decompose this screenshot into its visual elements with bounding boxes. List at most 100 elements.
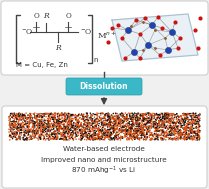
Point bbox=[158, 124, 161, 127]
Point bbox=[142, 132, 145, 135]
Point bbox=[180, 125, 183, 128]
Point bbox=[45, 137, 48, 140]
Point bbox=[112, 131, 116, 134]
Point bbox=[13, 113, 16, 116]
Point bbox=[10, 131, 14, 134]
Point bbox=[187, 133, 191, 136]
Point bbox=[13, 126, 16, 129]
Point bbox=[190, 125, 194, 128]
Point bbox=[121, 135, 124, 138]
Point bbox=[113, 137, 116, 140]
Point bbox=[21, 115, 24, 118]
Point bbox=[190, 123, 194, 126]
Point bbox=[66, 133, 70, 136]
Point bbox=[114, 119, 118, 122]
Point bbox=[137, 118, 141, 121]
Point bbox=[20, 127, 23, 130]
Point bbox=[196, 139, 199, 142]
Point bbox=[193, 121, 196, 124]
Point bbox=[45, 112, 48, 115]
Point bbox=[48, 135, 51, 138]
Point bbox=[82, 115, 85, 119]
Point bbox=[70, 124, 74, 127]
Point bbox=[128, 114, 131, 117]
Point bbox=[17, 120, 20, 123]
Point bbox=[80, 132, 84, 135]
Point bbox=[102, 132, 105, 135]
Point bbox=[19, 116, 23, 119]
Point bbox=[71, 126, 74, 129]
Point bbox=[149, 119, 152, 122]
Point bbox=[116, 115, 119, 118]
Point bbox=[87, 119, 90, 122]
Point bbox=[195, 123, 199, 126]
Point bbox=[131, 115, 135, 119]
Point bbox=[37, 138, 40, 141]
Point bbox=[130, 130, 133, 133]
Point bbox=[161, 122, 165, 125]
Point bbox=[195, 132, 198, 136]
Point bbox=[155, 129, 158, 132]
Point bbox=[126, 133, 130, 136]
Point bbox=[117, 133, 120, 136]
Point bbox=[187, 127, 191, 130]
Point bbox=[91, 119, 94, 122]
Point bbox=[63, 114, 66, 117]
Point bbox=[26, 129, 29, 132]
Point bbox=[196, 136, 199, 139]
Point bbox=[19, 133, 23, 136]
Point bbox=[29, 134, 32, 137]
Point bbox=[50, 128, 54, 131]
Point bbox=[79, 136, 82, 139]
Point bbox=[59, 125, 63, 128]
Point bbox=[77, 113, 80, 116]
Point bbox=[38, 124, 42, 127]
Point bbox=[93, 132, 96, 135]
Point bbox=[113, 122, 116, 125]
Point bbox=[55, 119, 58, 122]
Point bbox=[164, 127, 167, 130]
Point bbox=[54, 112, 57, 115]
Point bbox=[98, 136, 102, 139]
Point bbox=[197, 130, 200, 133]
Point bbox=[88, 126, 92, 129]
Point bbox=[139, 117, 142, 120]
Point bbox=[50, 116, 54, 119]
Point bbox=[67, 119, 70, 122]
Point bbox=[48, 122, 51, 125]
Point bbox=[137, 116, 140, 119]
Point bbox=[76, 126, 80, 129]
Point bbox=[172, 126, 176, 129]
Point bbox=[187, 123, 190, 126]
Point bbox=[101, 136, 104, 139]
Point bbox=[120, 122, 124, 125]
Point bbox=[172, 124, 176, 127]
Point bbox=[125, 115, 128, 119]
Point bbox=[156, 136, 159, 139]
Point bbox=[66, 128, 70, 131]
Point bbox=[81, 132, 84, 135]
Point bbox=[90, 137, 93, 140]
Point bbox=[57, 118, 60, 121]
Point bbox=[149, 139, 152, 142]
Point bbox=[14, 123, 17, 126]
Point bbox=[81, 131, 84, 134]
Point bbox=[44, 119, 47, 122]
Point bbox=[51, 118, 54, 121]
Point bbox=[125, 118, 128, 121]
Point bbox=[197, 121, 200, 124]
Point bbox=[61, 129, 65, 132]
Point bbox=[17, 130, 21, 133]
Point bbox=[59, 126, 63, 129]
Point bbox=[163, 118, 166, 121]
Point bbox=[126, 129, 130, 132]
Point bbox=[175, 115, 179, 118]
Point bbox=[33, 123, 36, 126]
Point bbox=[17, 135, 21, 138]
Point bbox=[148, 117, 151, 120]
Point bbox=[29, 116, 32, 119]
Point bbox=[53, 115, 56, 118]
Point bbox=[183, 123, 187, 126]
Point bbox=[103, 128, 106, 131]
Point bbox=[92, 126, 95, 129]
